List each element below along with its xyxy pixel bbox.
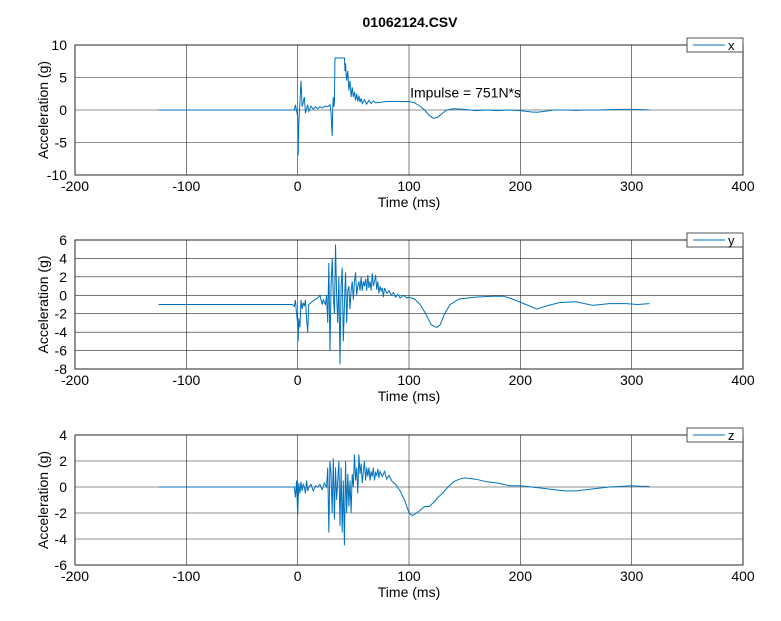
y-tick-label: 2 [59, 269, 67, 285]
y-tick-label: 6 [59, 232, 67, 248]
x-tick-label: 100 [397, 178, 421, 194]
x-tick-label: -100 [172, 372, 200, 388]
axes-box [74, 44, 744, 176]
y-tick-label: -10 [47, 167, 67, 183]
x-tick-label: -100 [172, 568, 200, 584]
y-tick-label: 2 [59, 453, 67, 469]
y-tick-label: 0 [59, 287, 67, 303]
impulse-annotation: Impulse = 751N*s [410, 85, 521, 101]
z-legend: z [686, 427, 744, 443]
z-series-line [158, 454, 650, 546]
x-legend: x [686, 37, 744, 53]
x-tick-label: 300 [620, 568, 644, 584]
axes-box [74, 434, 744, 566]
x-tick-label: 100 [397, 568, 421, 584]
y-acceleration-plot: -200 -100 0 100 200 300 400 -8 -6 -4 -2 0 2 4 6 Time (m… [35, 232, 755, 404]
x-series-line [158, 57, 650, 156]
y-tick-label: -6 [55, 343, 68, 359]
x-axis-label: Time (ms) [378, 388, 440, 404]
x-tick-label: 0 [294, 178, 302, 194]
y-axis-label: Acceleration (g) [35, 255, 51, 353]
y-series-line [158, 244, 650, 365]
x-tick-label: 200 [509, 178, 533, 194]
legend-label: z [728, 428, 735, 443]
chart-title: 01062124.CSV [363, 14, 459, 30]
axes-box [74, 239, 744, 370]
x-axis-label: Time (ms) [378, 584, 440, 600]
x-tick-label: -200 [61, 372, 89, 388]
x-tick-label: 400 [731, 372, 755, 388]
y-axis-label: Acceleration (g) [35, 451, 51, 549]
x-tick-label: 100 [397, 372, 421, 388]
z-acceleration-plot: -200 -100 0 100 200 300 400 -6 -4 -2 0 2 4 Time (ms) A… [35, 427, 755, 600]
x-axis-label: Time (ms) [378, 194, 440, 210]
x-tick-label: 400 [731, 178, 755, 194]
legend-label: y [728, 233, 735, 248]
y-tick-label: -6 [55, 557, 68, 573]
x-tick-label: -200 [61, 178, 89, 194]
y-tick-label: -5 [55, 135, 68, 151]
y-tick-label: 0 [59, 102, 67, 118]
y-tick-label: -4 [55, 531, 68, 547]
y-tick-label: 10 [51, 37, 67, 53]
y-axis-label: Acceleration (g) [35, 61, 51, 159]
x-tick-label: 400 [731, 568, 755, 584]
y-tick-label: 0 [59, 479, 67, 495]
x-tick-label: 0 [294, 568, 302, 584]
legend-label: x [728, 38, 735, 53]
y-tick-label: 5 [59, 70, 67, 86]
y-legend: y [686, 232, 744, 248]
y-tick-label: 4 [59, 427, 67, 443]
x-tick-label: -100 [172, 178, 200, 194]
y-tick-label: 4 [59, 250, 67, 266]
y-tick-label: -2 [55, 306, 68, 322]
y-tick-label: -2 [55, 505, 68, 521]
x-tick-label: 300 [620, 178, 644, 194]
x-acceleration-plot: -200 -100 0 100 200 300 400 -10 -5 0 5 10 Time (ms) A… [35, 37, 755, 210]
x-tick-label: 0 [294, 372, 302, 388]
x-tick-label: 200 [509, 568, 533, 584]
y-tick-label: -4 [55, 324, 68, 340]
x-tick-label: -200 [61, 568, 89, 584]
y-tick-label: -8 [55, 361, 68, 377]
x-tick-label: 300 [620, 372, 644, 388]
x-tick-label: 200 [509, 372, 533, 388]
